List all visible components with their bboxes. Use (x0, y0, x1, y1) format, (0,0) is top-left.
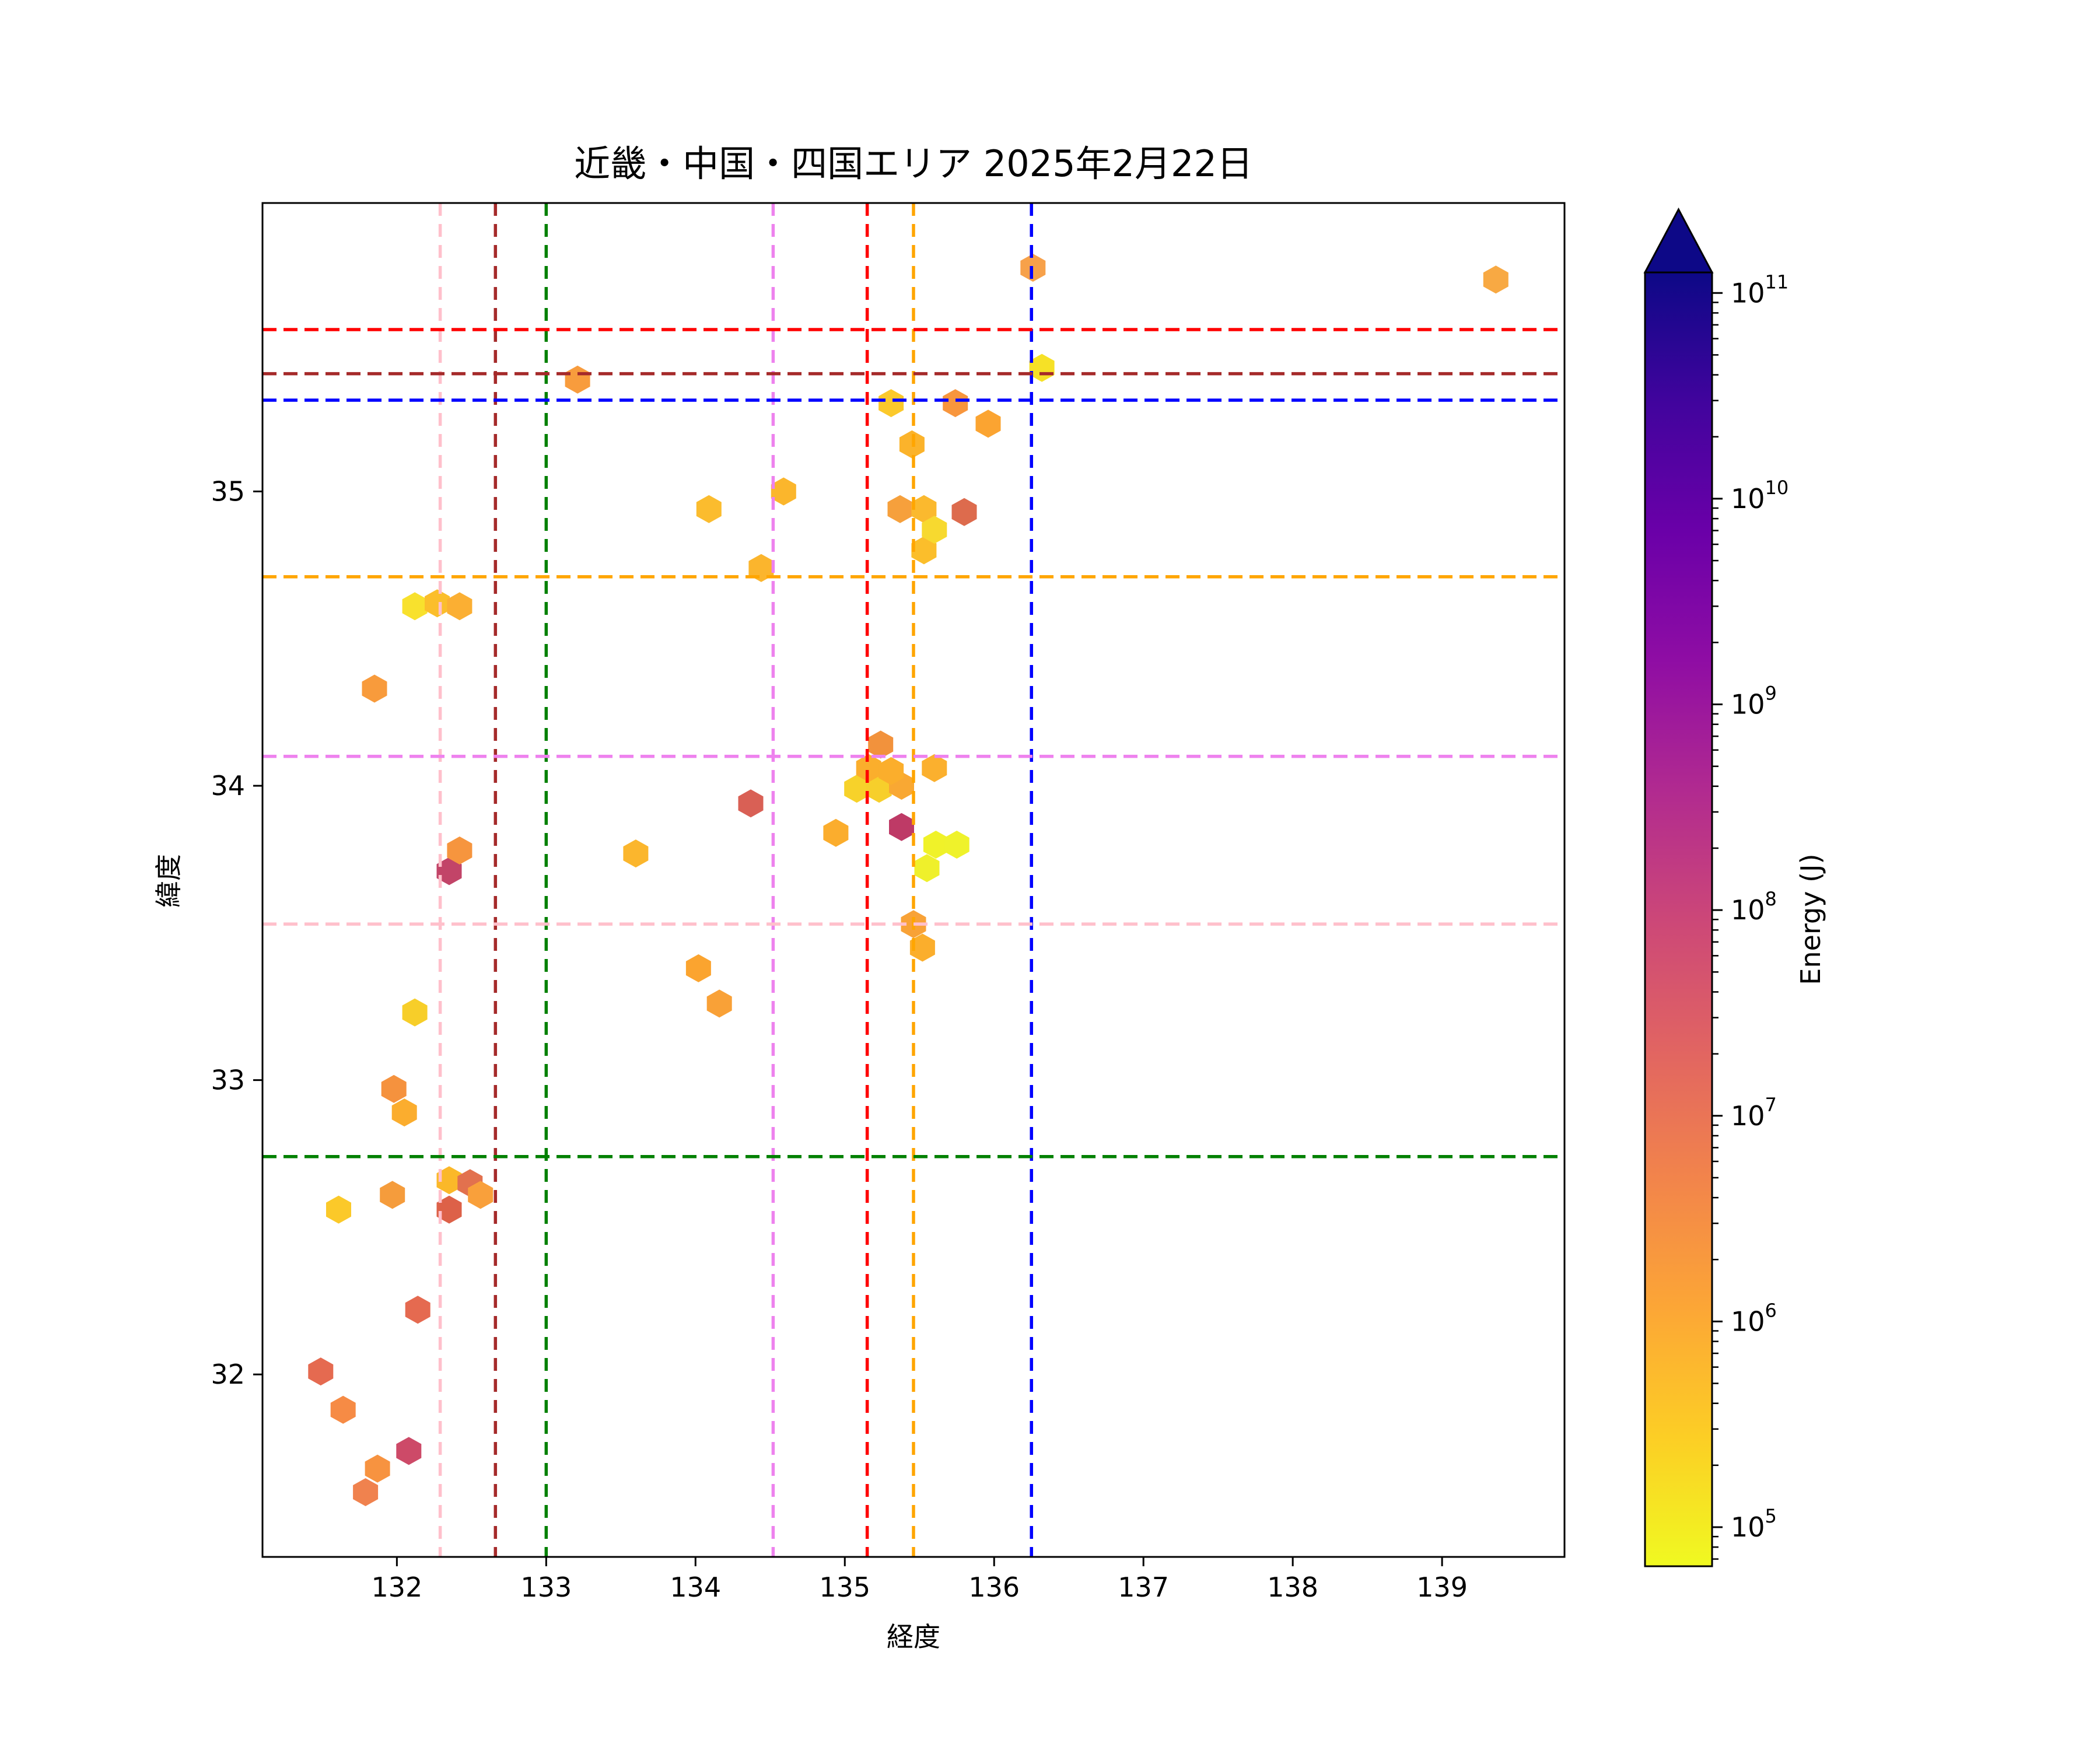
colorbar-bar (1644, 271, 1713, 1567)
data-point-hexagon (944, 831, 970, 859)
data-point-hexagon (887, 495, 913, 523)
colorbar-tick-label: 1011 (1731, 271, 1788, 309)
colorbar-tick-label: 1010 (1731, 477, 1788, 514)
x-tick-label: 137 (1118, 1572, 1169, 1603)
data-point-hexagon (330, 1395, 356, 1424)
data-point-hexagon (878, 757, 904, 785)
data-point-hexagon (402, 998, 428, 1027)
x-tick-label: 133 (520, 1572, 572, 1603)
colorbar-extend-arrow (1643, 207, 1714, 274)
data-point-hexagon (943, 389, 968, 418)
data-point-hexagon (1029, 354, 1055, 382)
colorbar-tick-label: 106 (1731, 1299, 1777, 1337)
data-point-hexagon (748, 554, 774, 582)
data-point-hexagon (868, 730, 894, 759)
data-point-hexagon (696, 495, 722, 523)
data-point-hexagon (380, 1181, 405, 1209)
chart-title: 近畿・中国・四国エリア 2025年2月22日 (574, 142, 1253, 185)
data-point-hexagon (405, 1296, 430, 1324)
data-point-hexagon (308, 1357, 334, 1386)
x-tick-label: 135 (819, 1572, 870, 1603)
data-point-hexagon (365, 1454, 390, 1483)
data-point-hexagon (436, 1166, 462, 1195)
data-point-hexagon (706, 989, 732, 1018)
data-point-hexagon (447, 836, 473, 864)
data-point-hexagon (447, 592, 473, 621)
data-point-hexagon (923, 831, 949, 859)
data-point-hexagon (425, 589, 450, 618)
data-point-hexagon (771, 477, 796, 506)
colorbar-tick-label: 109 (1731, 682, 1777, 720)
y-tick-label: 35 (211, 475, 245, 507)
y-tick-label: 34 (211, 770, 245, 802)
x-tick-label: 132 (371, 1572, 422, 1603)
data-point-hexagon (856, 754, 881, 782)
data-points-layer (308, 254, 1508, 1506)
x-tick-label: 138 (1267, 1572, 1318, 1603)
data-point-hexagon (685, 954, 711, 982)
x-tick-label: 134 (670, 1572, 721, 1603)
data-point-hexagon (565, 365, 590, 394)
x-tick-label: 136 (968, 1572, 1020, 1603)
data-point-hexagon (402, 592, 428, 621)
data-point-hexagon (738, 789, 764, 818)
data-point-hexagon (844, 775, 870, 803)
colorbar-tick-label: 108 (1731, 888, 1777, 926)
colorbar-label: Energy (J) (1795, 853, 1826, 985)
colorbar-tick-label: 107 (1731, 1094, 1777, 1132)
data-point-hexagon (922, 754, 947, 782)
data-point-hexagon (911, 536, 937, 565)
data-point-hexagon (911, 495, 937, 523)
reference-lines-layer (262, 203, 1564, 1557)
data-point-hexagon (951, 498, 977, 526)
axes-layer: 132 133 134 135 136 137 138 139 35 34 33 32 (211, 202, 1566, 1603)
data-point-hexagon (436, 857, 462, 886)
data-point-hexagon (623, 839, 649, 868)
data-point-hexagon (468, 1181, 494, 1209)
data-point-hexagon (909, 933, 935, 962)
y-axis-label: 緯度 (153, 854, 184, 908)
data-point-hexagon (436, 1195, 462, 1224)
y-tick-label: 33 (211, 1065, 245, 1096)
data-point-hexagon (914, 854, 940, 883)
data-point-hexagon (922, 516, 947, 544)
data-point-hexagon (975, 410, 1001, 438)
colorbar-tick-label: 105 (1731, 1505, 1777, 1543)
colorbar-layer: 1011 1010 109 108 107 106 105 (1643, 207, 1788, 1567)
data-point-hexagon (1483, 265, 1508, 294)
data-point-hexagon (353, 1478, 379, 1506)
y-tick-label: 32 (211, 1359, 245, 1390)
data-point-hexagon (396, 1437, 422, 1465)
data-point-hexagon (878, 389, 904, 418)
plot-border (261, 202, 1566, 1558)
data-point-hexagon (362, 674, 387, 703)
data-point-hexagon (381, 1074, 407, 1103)
data-point-hexagon (823, 818, 849, 847)
data-point-hexagon (391, 1098, 417, 1127)
data-point-hexagon (889, 813, 914, 841)
x-tick-label: 139 (1416, 1572, 1468, 1603)
data-point-hexagon (326, 1195, 351, 1224)
x-axis-label: 経度 (887, 1621, 940, 1653)
